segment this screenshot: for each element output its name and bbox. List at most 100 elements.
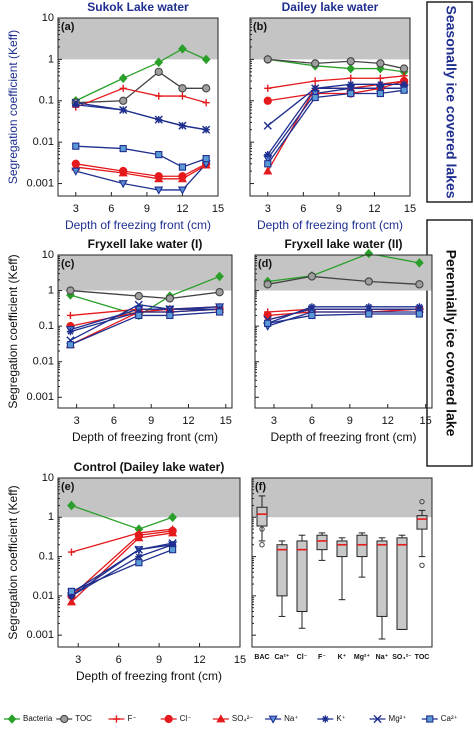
outlier [419, 562, 425, 569]
marker [373, 714, 382, 724]
panel-label: (c) [61, 258, 75, 270]
marker [72, 101, 80, 109]
x-tick-label: 15 [234, 654, 246, 666]
marker [376, 89, 384, 98]
outlier [419, 498, 425, 505]
x-tick-label: 9 [336, 203, 342, 215]
series-line [70, 308, 220, 346]
x-tick-label: 3 [265, 203, 271, 215]
box [336, 540, 348, 558]
marker [178, 121, 187, 130]
marker [177, 174, 187, 183]
side-label-box [426, 1, 473, 203]
marker [67, 500, 76, 511]
x-tick-label: 3 [75, 654, 81, 666]
marker [215, 271, 224, 282]
marker [376, 59, 385, 68]
y-tick-label: 1 [48, 284, 54, 296]
x-tick-label: Mg²⁺ [354, 653, 370, 661]
y-tick-label: 0.001 [26, 391, 54, 403]
y-axis-label: Segregation coefficient (Keff) [6, 30, 20, 184]
marker [119, 144, 127, 153]
plot-frame [254, 254, 433, 409]
outlier [259, 526, 265, 532]
panel-title: Dailey lake water [282, 0, 379, 14]
series-line [75, 71, 207, 104]
panel-label: (e) [61, 481, 75, 493]
marker [400, 86, 408, 94]
marker [202, 99, 210, 107]
x-axis-label: Depth of freezing front (cm) [72, 430, 218, 444]
marker [66, 597, 77, 606]
series-line [70, 275, 220, 317]
marker [165, 294, 175, 303]
legend-label: K⁺ [336, 714, 346, 723]
plot-frame [249, 17, 411, 197]
marker [215, 308, 224, 316]
marker [166, 311, 174, 320]
box [396, 537, 408, 630]
side-label: Perennially ice covered lake [443, 250, 459, 437]
marker [264, 84, 272, 92]
series-line [70, 304, 220, 341]
shaded-band [58, 18, 218, 60]
x-tick-label: 12 [368, 203, 380, 215]
marker [347, 89, 355, 98]
marker [364, 277, 373, 286]
x-tick-label: 15 [220, 415, 232, 427]
marker [216, 714, 226, 723]
marker [168, 539, 177, 548]
x-axis-label: Depth of freezing front (cm) [65, 218, 211, 232]
marker [118, 168, 128, 177]
marker [347, 80, 355, 88]
marker [154, 186, 164, 195]
marker [168, 541, 177, 549]
x-tick-label: Ca²⁺ [275, 653, 290, 661]
marker [119, 96, 128, 105]
panel-label: (a) [61, 21, 75, 33]
marker [263, 96, 272, 105]
series-line [267, 275, 420, 285]
shaded-band [58, 255, 232, 291]
series-line [71, 532, 173, 603]
marker [263, 121, 272, 130]
y-tick-label: 0.1 [39, 320, 54, 332]
marker [264, 160, 272, 168]
marker [71, 98, 80, 107]
x-tick-label: 6 [300, 203, 306, 215]
x-tick-label: 15 [212, 203, 224, 215]
legend-label: Ca²⁺ [441, 714, 458, 723]
marker [154, 67, 163, 76]
y-tick-label: 10 [42, 249, 54, 261]
series-line [75, 145, 207, 168]
y-tick-label: 10 [42, 472, 54, 484]
x-tick-label: SO₄²⁻ [392, 654, 412, 661]
box [296, 540, 308, 613]
x-tick-label: 6 [309, 415, 315, 427]
x-axis-label: Depth of freezing front (cm) [76, 669, 222, 683]
marker [135, 311, 143, 320]
shaded-band [252, 478, 432, 518]
marker [307, 305, 316, 314]
box [416, 515, 428, 530]
marker [415, 258, 424, 268]
marker [415, 310, 423, 318]
marker [67, 587, 76, 596]
series-line [70, 306, 220, 331]
x-tick-label: 3 [73, 203, 79, 215]
shaded-band [250, 18, 410, 60]
marker [400, 80, 408, 88]
marker [263, 166, 273, 175]
y-tick-label: 0.001 [26, 629, 54, 641]
x-tick-label: 6 [108, 203, 114, 215]
marker [202, 155, 210, 163]
x-axis-label: Depth of freezing front (cm) [257, 218, 403, 232]
y-tick-label: 0.01 [33, 356, 54, 368]
marker [308, 303, 316, 311]
marker [346, 57, 355, 66]
legend-label: Bacteria [23, 714, 53, 723]
legend-label: Cl⁻ [180, 714, 192, 723]
marker [178, 163, 187, 171]
panel-title: Fryxell lake water (II) [284, 237, 402, 251]
